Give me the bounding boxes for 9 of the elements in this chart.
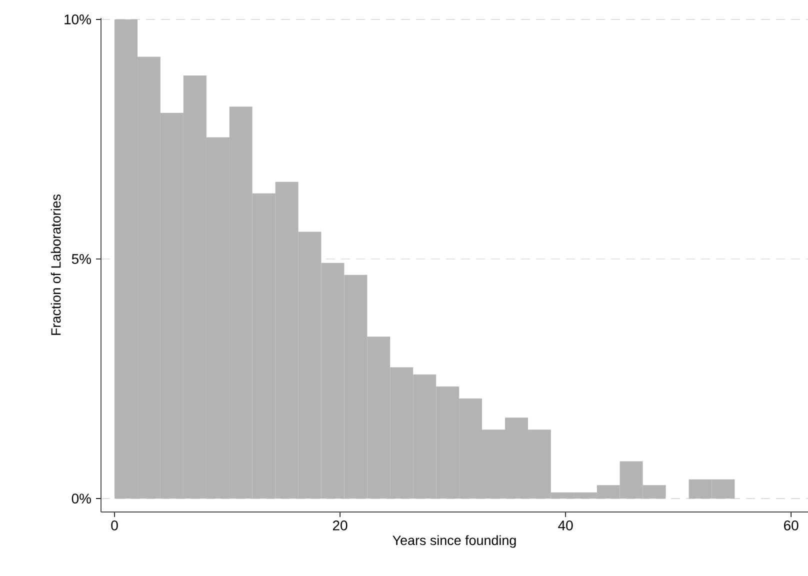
y-tick-label: 0%	[72, 494, 91, 504]
y-tick-label: 10%	[64, 14, 91, 24]
x-tick-label: 0	[111, 520, 118, 530]
x-tick-label: 40	[558, 520, 573, 530]
x-tick-label: 20	[333, 520, 348, 530]
y-axis-title: Fraction of Laboratories	[50, 194, 61, 335]
x-tick-label: 60	[784, 520, 798, 530]
x-axis-title: Years since founding	[392, 535, 516, 548]
y-tick-label: 5%	[72, 254, 91, 264]
